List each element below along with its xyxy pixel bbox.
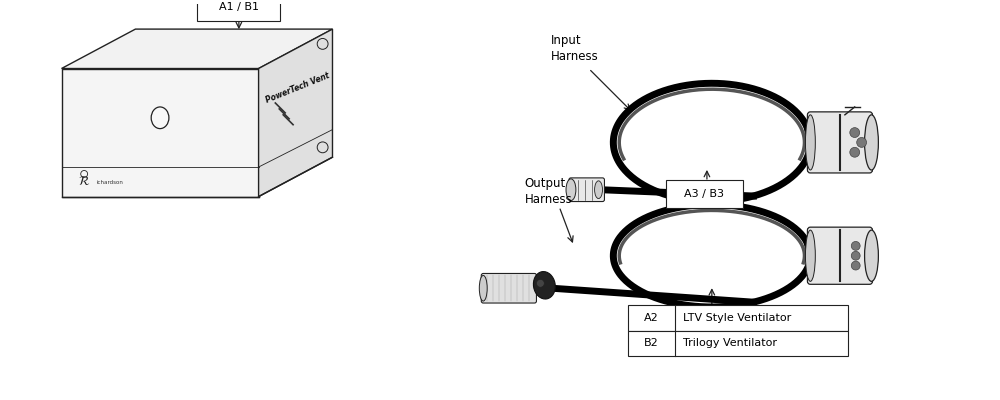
Text: A3 / B3: A3 / B3 xyxy=(684,189,724,199)
FancyBboxPatch shape xyxy=(666,180,743,208)
Text: A2: A2 xyxy=(644,313,659,323)
Polygon shape xyxy=(62,29,332,68)
FancyBboxPatch shape xyxy=(807,227,872,284)
Ellipse shape xyxy=(151,107,169,129)
Circle shape xyxy=(850,147,860,157)
Bar xyxy=(628,305,848,331)
Circle shape xyxy=(851,242,860,250)
FancyBboxPatch shape xyxy=(481,274,536,303)
Ellipse shape xyxy=(479,276,487,301)
Ellipse shape xyxy=(566,179,576,200)
Ellipse shape xyxy=(595,181,602,198)
Circle shape xyxy=(851,261,860,270)
Polygon shape xyxy=(62,68,259,197)
Circle shape xyxy=(850,128,860,138)
Ellipse shape xyxy=(865,230,878,281)
Circle shape xyxy=(857,138,867,147)
FancyBboxPatch shape xyxy=(807,112,872,173)
Polygon shape xyxy=(259,29,332,197)
Text: Trilogy Ventilator: Trilogy Ventilator xyxy=(683,338,777,348)
Ellipse shape xyxy=(865,115,878,170)
Text: Input
Harness: Input Harness xyxy=(551,34,599,63)
Text: Output
Harness: Output Harness xyxy=(525,177,572,206)
Text: PowerTech Vent: PowerTech Vent xyxy=(265,71,331,105)
Ellipse shape xyxy=(805,230,815,281)
Ellipse shape xyxy=(533,272,555,299)
Text: B2: B2 xyxy=(644,338,659,348)
Bar xyxy=(628,331,848,356)
FancyBboxPatch shape xyxy=(569,178,604,202)
Circle shape xyxy=(851,251,860,260)
Circle shape xyxy=(536,279,544,287)
Ellipse shape xyxy=(805,115,815,170)
Text: ichardson: ichardson xyxy=(97,180,124,185)
Text: $\mathcal{R}$: $\mathcal{R}$ xyxy=(78,175,90,188)
FancyBboxPatch shape xyxy=(197,0,280,21)
Text: LTV Style Ventilator: LTV Style Ventilator xyxy=(683,313,792,323)
Text: A1 / B1: A1 / B1 xyxy=(219,2,259,12)
